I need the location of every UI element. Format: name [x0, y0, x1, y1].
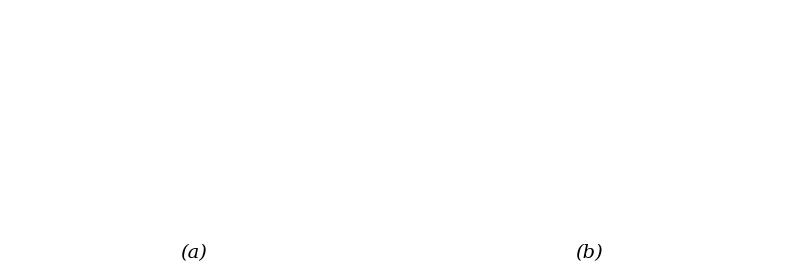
Text: (b): (b)	[574, 244, 603, 262]
Text: (a): (a)	[180, 244, 207, 262]
